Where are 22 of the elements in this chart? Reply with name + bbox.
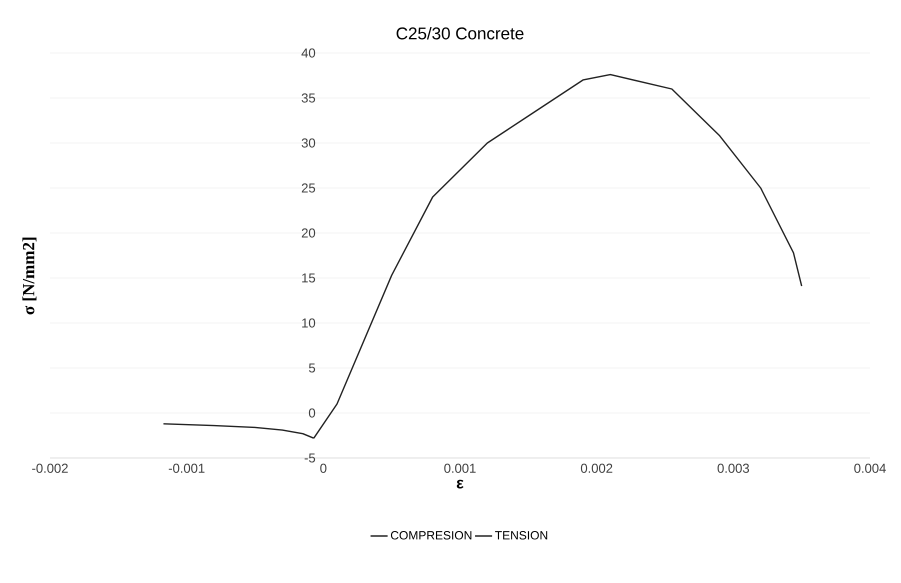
x-tick-label: 0.003 [718,464,750,473]
x-axis-title: ε [456,480,464,488]
x-tick-label: 0.001 [444,464,476,473]
y-tick-label: 5 [308,363,316,373]
x-tick-label: 0 [320,464,326,473]
y-tick-label: 15 [302,273,316,283]
legend-label: COMPRESION [390,531,472,540]
y-tick-label: 25 [302,183,316,193]
x-tick-label: -0.001 [168,464,204,473]
y-tick-label: 30 [302,138,316,148]
y-tick-label: -5 [304,453,316,463]
legend-label: TENSION [495,531,548,540]
y-axis-title: σ [N/mm2] [22,238,36,314]
y-tick-label: 0 [308,408,316,418]
y-tick-label: 35 [302,93,316,103]
y-tick-label: 10 [302,318,316,328]
y-tick-label: 40 [301,48,316,58]
x-tick-label: 0.002 [580,464,612,473]
x-tick-label: 0.004 [854,464,886,473]
chart-title: C25/30 Concrete [396,26,524,40]
x-tick-label: -0.002 [32,464,68,473]
y-tick-label: 20 [302,228,316,238]
